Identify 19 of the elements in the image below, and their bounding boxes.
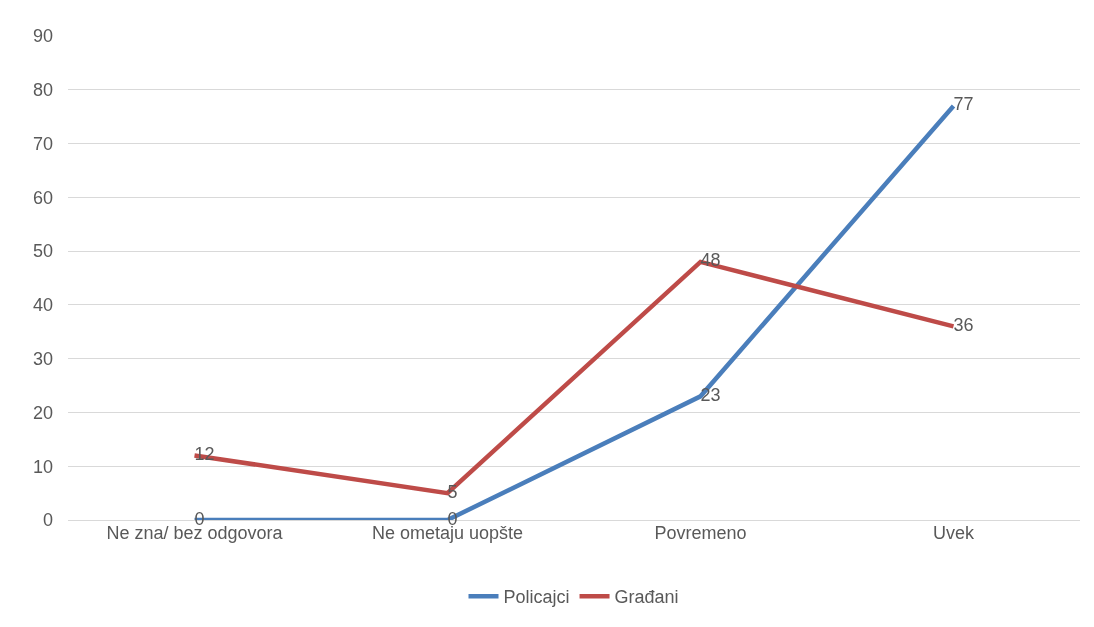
y-tick-label: 80: [32, 80, 53, 101]
y-tick-label: 70: [32, 133, 53, 154]
y-tick-label: 0: [42, 510, 53, 531]
data-label: 23: [700, 384, 721, 405]
x-tick-label: Ne ometaju uopšte: [371, 523, 524, 543]
data-label: 36: [953, 314, 974, 335]
y-tick-label: 50: [32, 241, 53, 262]
y-tick-label: 10: [32, 456, 53, 477]
y-tick-label: 90: [32, 26, 53, 47]
data-label: 77: [953, 94, 974, 115]
y-tick-label: 20: [32, 402, 53, 423]
x-tick-label: Povremeno: [654, 523, 747, 543]
y-tick-label: 30: [32, 348, 53, 369]
y-tick-label: 60: [32, 187, 53, 208]
legend-label: Policajci: [503, 587, 570, 608]
x-tick-label: Ne zna/ bez odgovora: [106, 523, 284, 543]
legend-label: Građani: [614, 587, 679, 608]
x-tick-label: Uvek: [932, 523, 975, 543]
y-tick-label: 40: [32, 295, 53, 316]
